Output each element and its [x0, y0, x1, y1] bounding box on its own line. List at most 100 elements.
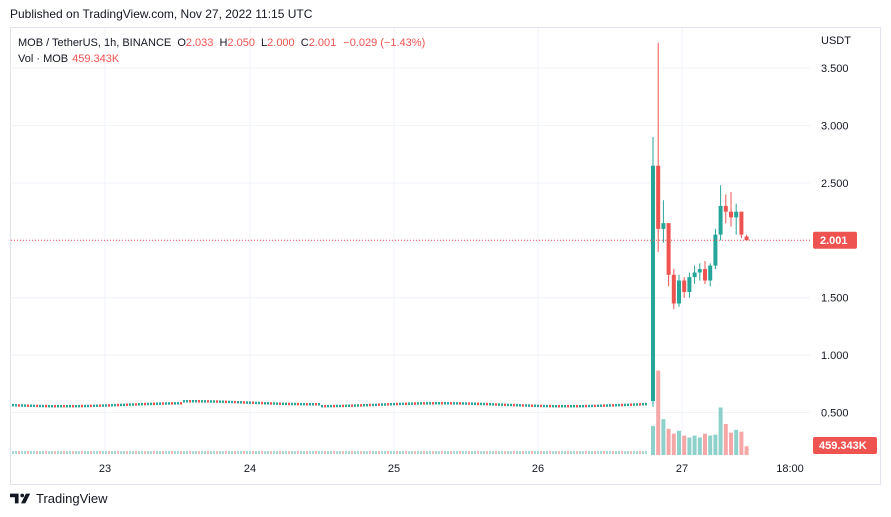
volume-bar — [729, 432, 733, 455]
baseline-volume-bar — [210, 451, 212, 454]
candle-body — [671, 274, 676, 304]
baseline-volume-bar — [636, 451, 638, 454]
close-value: 2.001 — [308, 37, 337, 49]
baseline-volume-bar — [189, 451, 191, 454]
baseline-candle — [546, 404, 548, 408]
baseline-volume-bar — [294, 451, 296, 454]
price-tick-label: 0.500 — [821, 408, 849, 420]
baseline-candle — [423, 402, 425, 405]
baseline-volume-bar — [570, 451, 572, 454]
baseline-volume-bar — [78, 451, 80, 454]
baseline-candle — [234, 400, 236, 404]
baseline-volume-bar — [420, 451, 422, 454]
baseline-volume-bar — [111, 451, 113, 454]
baseline-volume-bar — [42, 451, 44, 454]
time-tick-label: 26 — [532, 463, 544, 475]
baseline-volume-bar — [66, 451, 68, 454]
baseline-candle — [276, 402, 278, 405]
baseline-volume-bar — [606, 451, 608, 454]
baseline-candle — [396, 402, 398, 406]
baseline-candle — [78, 404, 80, 408]
volume-bar — [661, 419, 666, 455]
baseline-volume-bar — [528, 451, 530, 454]
baseline-candle — [144, 402, 146, 406]
baseline-volume-bar — [180, 451, 182, 454]
baseline-volume-bar — [51, 451, 53, 454]
baseline-candle — [441, 401, 443, 405]
baseline-candle — [417, 402, 419, 405]
baseline-candle — [270, 402, 272, 405]
baseline-candle — [273, 402, 275, 405]
footer-brand[interactable]: TradingView — [10, 491, 108, 506]
candle-body — [661, 223, 666, 229]
baseline-volume-bar — [417, 451, 419, 454]
candle-body — [713, 234, 718, 266]
baseline-candle — [549, 404, 551, 408]
baseline-volume-bar — [498, 451, 500, 454]
baseline-volume-bar — [354, 451, 356, 454]
baseline-candle — [63, 404, 65, 408]
baseline-volume-bar — [462, 451, 464, 454]
candle-body — [687, 277, 692, 293]
baseline-volume-bar — [249, 451, 251, 454]
baseline-volume-bar — [54, 451, 56, 454]
baseline-volume-bar — [309, 451, 311, 454]
candle-body — [718, 205, 723, 235]
baseline-volume-bar — [450, 451, 452, 454]
baseline-volume-bar — [225, 451, 227, 454]
baseline-candle — [387, 403, 389, 406]
baseline-volume-bar — [486, 451, 488, 454]
baseline-volume-bar — [600, 451, 602, 454]
baseline-volume-bar — [540, 451, 542, 454]
time-axis[interactable]: 23 24 25 26 27 18:00 — [99, 463, 804, 475]
baseline-candle — [231, 400, 233, 404]
candle-body — [666, 223, 671, 275]
candle-body — [692, 272, 697, 278]
volume-bar — [713, 434, 718, 455]
baseline-volume-bar — [612, 451, 614, 454]
baseline-volume-bar — [195, 451, 197, 454]
baseline-volume-bar — [105, 451, 107, 454]
volume-bar — [718, 407, 723, 455]
baseline-volume-bar — [288, 451, 290, 454]
baseline-candle — [201, 400, 203, 403]
symbol-title[interactable]: MOB / TetherUS, 1h, BINANCE — [18, 37, 172, 49]
baseline-volume-bar — [339, 451, 341, 454]
baseline-candle — [438, 401, 440, 405]
baseline-volume-bar — [393, 451, 395, 454]
baseline-volume-bar — [357, 451, 359, 454]
baseline-volume-bar — [117, 451, 119, 454]
baseline-candle — [249, 401, 251, 404]
baseline-candle — [30, 404, 32, 408]
baseline-candle — [576, 404, 578, 408]
baseline-candle — [303, 402, 305, 406]
baseline-volume-bar — [546, 451, 548, 454]
baseline-candle — [342, 404, 344, 408]
footer-brand-text: TradingView — [36, 491, 108, 506]
baseline-candle — [582, 404, 584, 408]
baseline-volume-bar — [297, 451, 299, 454]
baseline-candle — [174, 402, 176, 405]
baseline-volume-bar — [138, 451, 140, 454]
baseline-candle — [258, 401, 260, 405]
baseline-candle — [444, 402, 446, 405]
baseline-candle — [54, 404, 56, 408]
volume-label[interactable]: Vol · MOB — [18, 53, 69, 65]
candle-body — [697, 269, 702, 273]
baseline-volume-bar — [81, 451, 83, 454]
baseline-candle — [108, 404, 110, 407]
baseline-candle — [636, 403, 638, 406]
baseline-volume-bar — [381, 451, 383, 454]
baseline-candle — [135, 403, 137, 406]
time-tick-label: 23 — [99, 463, 111, 475]
baseline-candle — [369, 403, 371, 407]
baseline-candle — [297, 402, 299, 406]
baseline-volume-bar — [108, 451, 110, 454]
baseline-volume-bar — [315, 451, 317, 454]
baseline-candle — [141, 402, 143, 406]
baseline-candle — [435, 402, 437, 405]
price-unit: USDT — [821, 35, 851, 47]
baseline-candle — [279, 402, 281, 405]
baseline-candle — [81, 404, 83, 408]
